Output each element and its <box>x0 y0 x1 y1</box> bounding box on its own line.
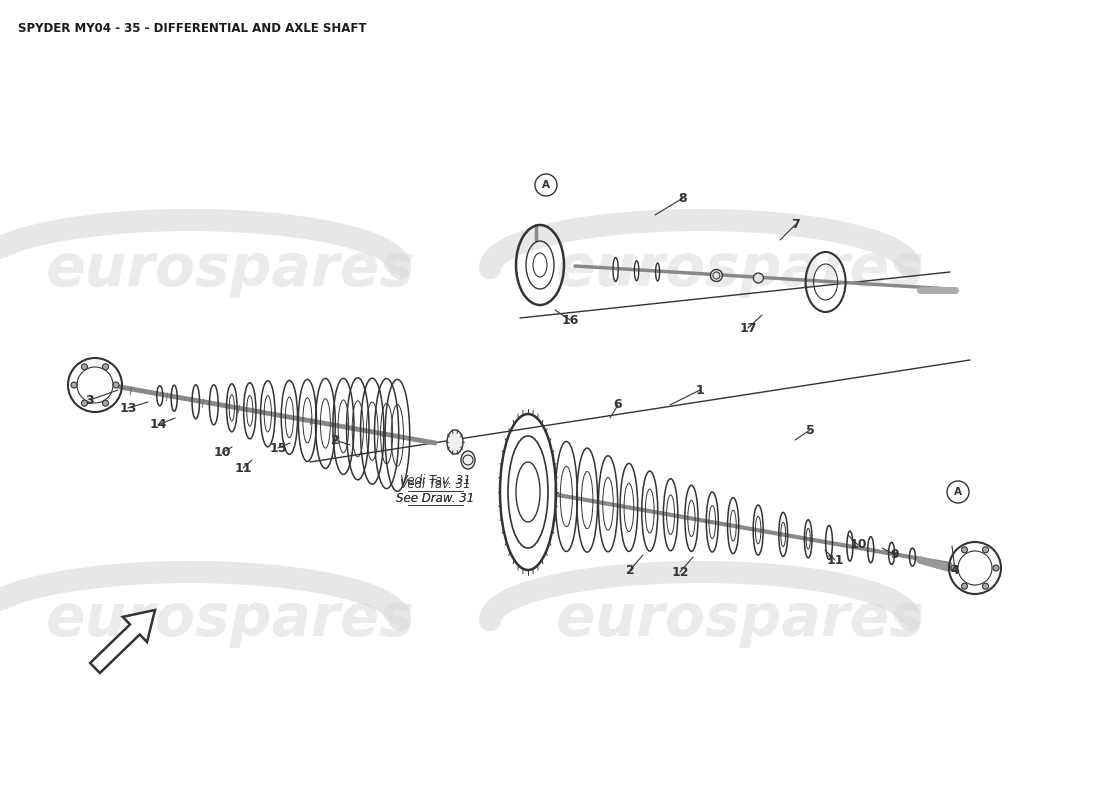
Text: 1: 1 <box>695 383 704 397</box>
Text: 17: 17 <box>739 322 757 334</box>
Ellipse shape <box>461 451 475 469</box>
Text: SPYDER MY04 - 35 - DIFFERENTIAL AND AXLE SHAFT: SPYDER MY04 - 35 - DIFFERENTIAL AND AXLE… <box>18 22 366 35</box>
Text: eurospares: eurospares <box>556 591 924 649</box>
Text: 2: 2 <box>331 434 340 446</box>
Circle shape <box>993 565 999 571</box>
Text: 4: 4 <box>950 563 959 577</box>
Circle shape <box>81 364 88 370</box>
Text: 16: 16 <box>561 314 579 326</box>
Text: 14: 14 <box>150 418 167 431</box>
Text: 15: 15 <box>270 442 287 454</box>
Text: 5: 5 <box>805 423 814 437</box>
FancyArrow shape <box>90 610 155 673</box>
Circle shape <box>961 547 968 553</box>
Text: 11: 11 <box>826 554 844 566</box>
Text: Vedi Tav. 31
See Draw. 31: Vedi Tav. 31 See Draw. 31 <box>396 474 474 506</box>
Circle shape <box>754 273 763 283</box>
Text: eurospares: eurospares <box>45 242 415 298</box>
Ellipse shape <box>447 430 463 454</box>
Text: 10: 10 <box>849 538 867 551</box>
Text: 7: 7 <box>791 218 800 231</box>
Text: A: A <box>542 180 550 190</box>
Text: 13: 13 <box>119 402 136 414</box>
Circle shape <box>113 382 119 388</box>
Circle shape <box>102 400 109 406</box>
Text: 12: 12 <box>671 566 689 578</box>
Text: See Draw. 31: See Draw. 31 <box>396 491 474 505</box>
Text: eurospares: eurospares <box>556 242 924 298</box>
Text: 3: 3 <box>86 394 95 406</box>
Circle shape <box>982 547 989 553</box>
Circle shape <box>952 565 957 571</box>
Text: 10: 10 <box>213 446 231 459</box>
Circle shape <box>711 270 723 282</box>
Text: 6: 6 <box>614 398 623 411</box>
Circle shape <box>81 400 88 406</box>
Text: 9: 9 <box>891 549 900 562</box>
Text: 8: 8 <box>679 191 688 205</box>
Circle shape <box>72 382 77 388</box>
Circle shape <box>102 364 109 370</box>
Text: A: A <box>954 487 962 497</box>
Circle shape <box>961 583 968 589</box>
Circle shape <box>982 583 989 589</box>
Text: 2: 2 <box>626 563 635 577</box>
Text: 11: 11 <box>234 462 252 474</box>
Text: eurospares: eurospares <box>45 591 415 649</box>
Text: Vedi Tav. 31: Vedi Tav. 31 <box>399 478 471 490</box>
